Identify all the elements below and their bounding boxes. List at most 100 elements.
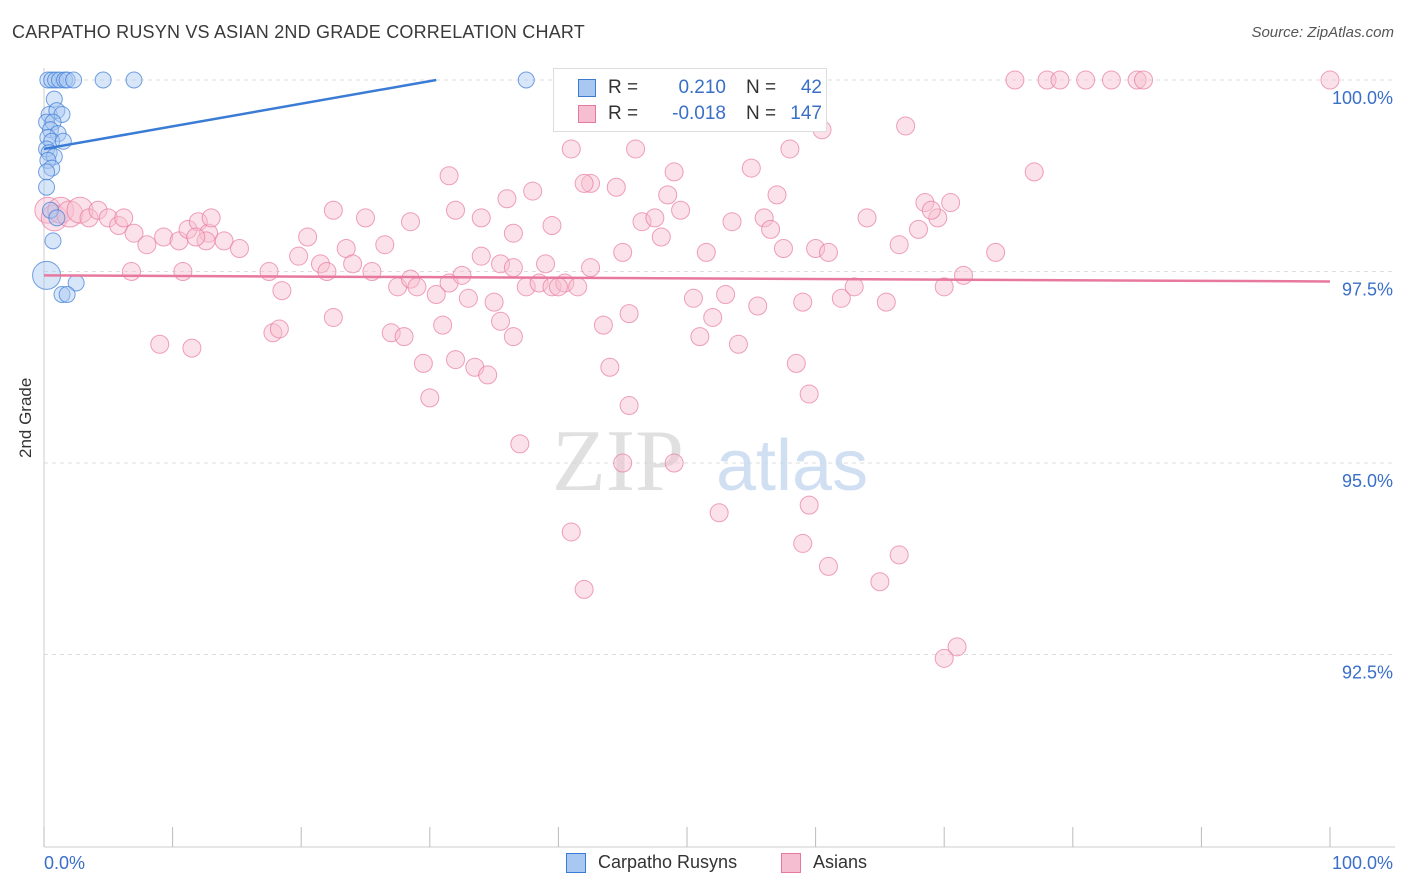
data-point <box>664 162 684 182</box>
x-tick-label-max: 100.0% <box>1332 853 1393 873</box>
data-point <box>561 522 581 542</box>
data-point <box>767 185 787 205</box>
data-point <box>433 315 453 335</box>
data-point <box>613 242 633 262</box>
legend-r-value: -0.018 <box>672 103 726 124</box>
legend-row-carpatho: R = 0.210 N = 42 <box>578 75 822 101</box>
data-point <box>793 292 813 312</box>
data-point <box>947 637 967 657</box>
data-point <box>741 158 761 178</box>
data-point <box>48 209 66 227</box>
legend-n-value: 147 <box>790 103 822 124</box>
y-tick-label: 100.0% <box>1332 88 1393 108</box>
data-point <box>934 648 954 668</box>
data-point <box>413 353 433 373</box>
legend-swatch-blue <box>578 79 596 97</box>
data-point <box>773 239 793 259</box>
data-point <box>626 139 646 159</box>
legend-swatch-blue <box>566 852 586 873</box>
data-point <box>613 453 633 473</box>
data-point <box>310 254 330 274</box>
data-point <box>439 166 459 186</box>
data-point <box>173 262 193 281</box>
data-point <box>1076 70 1096 90</box>
data-point <box>896 116 916 136</box>
legend-item-carpatho-rusyns[interactable]: Carpatho Rusyns <box>566 852 737 873</box>
data-point <box>407 277 427 297</box>
data-point <box>53 285 71 303</box>
data-point <box>394 327 414 347</box>
data-point <box>928 208 948 228</box>
data-point <box>125 71 143 89</box>
data-point <box>503 327 523 347</box>
legend-label: Carpatho Rusyns <box>598 852 738 872</box>
y-tick-label: 97.5% <box>1342 280 1393 300</box>
data-point <box>56 200 84 228</box>
data-point <box>671 200 691 220</box>
data-point <box>908 219 928 239</box>
data-point <box>748 296 768 316</box>
data-point <box>272 281 292 301</box>
data-point <box>857 208 877 228</box>
data-point <box>426 284 446 304</box>
data-point <box>581 173 601 193</box>
data-point <box>47 71 65 89</box>
y-tick-label: 95.0% <box>1342 471 1393 491</box>
data-point <box>178 219 198 239</box>
data-point <box>870 572 890 592</box>
data-point <box>889 235 909 255</box>
data-point <box>574 579 594 599</box>
data-point <box>137 235 157 255</box>
data-point <box>754 208 774 228</box>
data-point <box>941 193 961 213</box>
data-point <box>88 200 108 220</box>
data-point <box>471 246 491 266</box>
data-point <box>471 208 491 228</box>
data-point <box>186 227 206 247</box>
legend-r-label: R = <box>608 77 639 98</box>
legend-item-asians[interactable]: Asians <box>781 852 867 873</box>
data-point <box>831 288 851 308</box>
trend-lines <box>43 78 1331 283</box>
legend-n-label: N = <box>746 77 777 98</box>
asians-points <box>34 70 1340 668</box>
data-point <box>844 277 864 297</box>
data-point <box>196 231 216 251</box>
data-point <box>542 216 562 236</box>
data-point <box>94 71 112 89</box>
data-point <box>323 200 343 220</box>
data-point <box>517 71 535 89</box>
legend-swatch-pink <box>781 852 801 873</box>
data-point <box>38 113 56 131</box>
data-point <box>65 71 83 89</box>
data-point <box>664 453 684 473</box>
data-point <box>619 304 639 324</box>
data-point <box>497 189 517 209</box>
data-point <box>651 227 671 247</box>
data-point <box>696 242 716 262</box>
data-point <box>503 258 523 278</box>
data-point <box>619 396 639 416</box>
data-point <box>728 334 748 354</box>
legend-n-value: 42 <box>800 77 822 98</box>
data-point <box>182 338 202 358</box>
data-point <box>446 350 466 370</box>
data-point <box>683 288 703 308</box>
watermark-atlas: atlas <box>716 426 868 506</box>
data-point <box>510 434 530 454</box>
data-point <box>503 223 523 243</box>
data-point <box>289 246 309 266</box>
data-point <box>818 556 838 576</box>
data-point <box>38 178 56 196</box>
data-point <box>561 139 581 159</box>
data-point <box>323 307 343 327</box>
data-point <box>269 319 289 339</box>
data-point <box>58 71 76 89</box>
data-point <box>761 219 781 239</box>
data-point <box>581 258 601 278</box>
data-point <box>548 277 568 297</box>
correlation-legend: R = 0.210 N = 42 R = -0.018 N = 147 <box>553 68 827 132</box>
data-point <box>259 262 279 281</box>
data-point <box>38 163 56 181</box>
